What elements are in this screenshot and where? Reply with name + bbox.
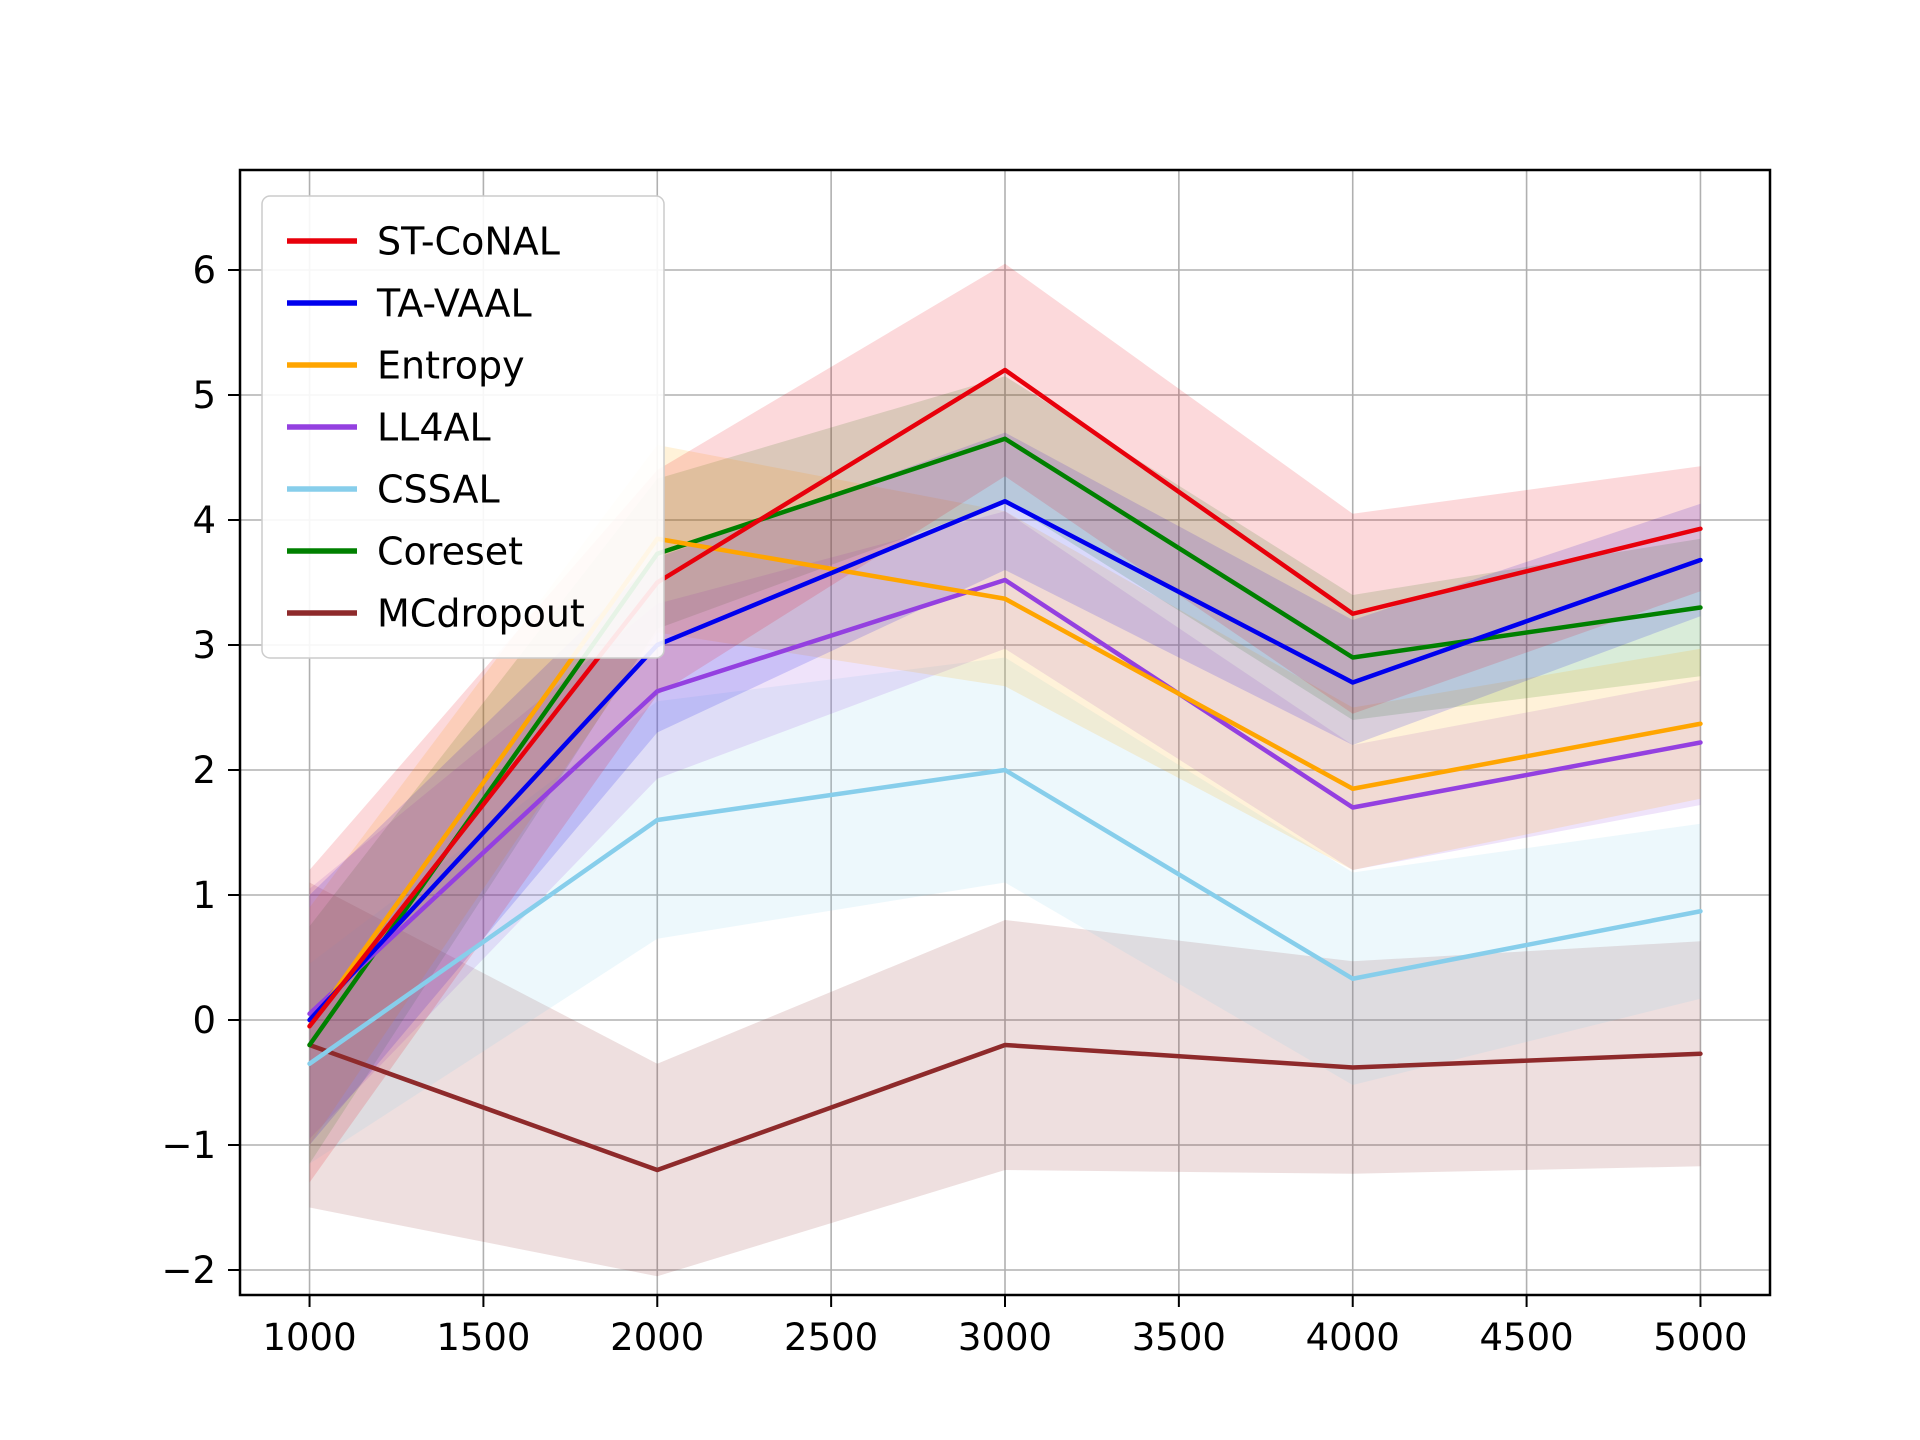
tick-labels: 1000 1500 2000 2500 3000 3500 4000 4500 5000 −2 −1… (161, 249, 1747, 1359)
y-tick-label: 0 (192, 999, 216, 1042)
x-tick-label: 3500 (1132, 1316, 1226, 1359)
legend-entry-TA-VAAL: TA-VAAL (287, 281, 532, 325)
series-line-TA-VAAL (307, 499, 1703, 1023)
x-tick-label: 1500 (436, 1316, 530, 1359)
x-tick-label: 3000 (958, 1316, 1052, 1359)
legend-entry-LL4AL: LL4AL (287, 405, 491, 449)
y-tick-label: 2 (192, 749, 216, 792)
y-tick-label: 4 (192, 499, 216, 542)
legend-entry-ST-CoNAL: ST-CoNAL (287, 219, 560, 263)
legend-entry-Entropy: Entropy (287, 343, 525, 387)
x-tick-label: 2000 (610, 1316, 704, 1359)
x-tick-label: 4000 (1306, 1316, 1400, 1359)
x-tick-label: 5000 (1653, 1316, 1747, 1359)
series-line-ST-CoNAL (307, 367, 1703, 1029)
tick-marks (228, 269, 1702, 1307)
legend: ST-CoNAL TA-VAAL Entropy LL4AL CSSAL Coreset M… (261, 195, 665, 659)
y-tick-label: −2 (161, 1249, 216, 1292)
y-tick-label: 3 (192, 624, 216, 667)
y-tick-label: 1 (192, 874, 216, 917)
legend-label-LL4AL: LL4AL (377, 405, 491, 449)
x-tick-label: 2500 (784, 1316, 878, 1359)
legend-entry-Coreset: Coreset (287, 529, 523, 573)
series-line-Entropy (307, 536, 1703, 1029)
legend-label-CSSAL: CSSAL (377, 467, 500, 511)
x-tick-label: 4500 (1480, 1316, 1574, 1359)
legend-label-ST-CoNAL: ST-CoNAL (377, 219, 560, 263)
confidence-band-CSSAL (309, 657, 1701, 1164)
legend-label-TA-VAAL: TA-VAAL (376, 281, 532, 325)
series-line-CSSAL (307, 767, 1703, 1066)
x-tick-label: 1000 (262, 1316, 356, 1359)
series-line-MCdropout (307, 1042, 1703, 1173)
y-tick-label: 5 (192, 374, 216, 417)
legend-label-MCdropout: MCdropout (377, 591, 585, 635)
legend-label-Entropy: Entropy (377, 343, 525, 387)
legend-entry-MCdropout: MCdropout (287, 591, 585, 635)
y-tick-label: 6 (192, 249, 216, 292)
grid (240, 170, 1770, 1295)
legend-box (261, 195, 665, 659)
series-line-LL4AL (307, 577, 1703, 1016)
y-tick-label: −1 (161, 1124, 216, 1167)
legend-entry-CSSAL: CSSAL (287, 467, 500, 511)
legend-label-Coreset: Coreset (377, 529, 523, 573)
confidence-band-LL4AL (309, 511, 1701, 1139)
